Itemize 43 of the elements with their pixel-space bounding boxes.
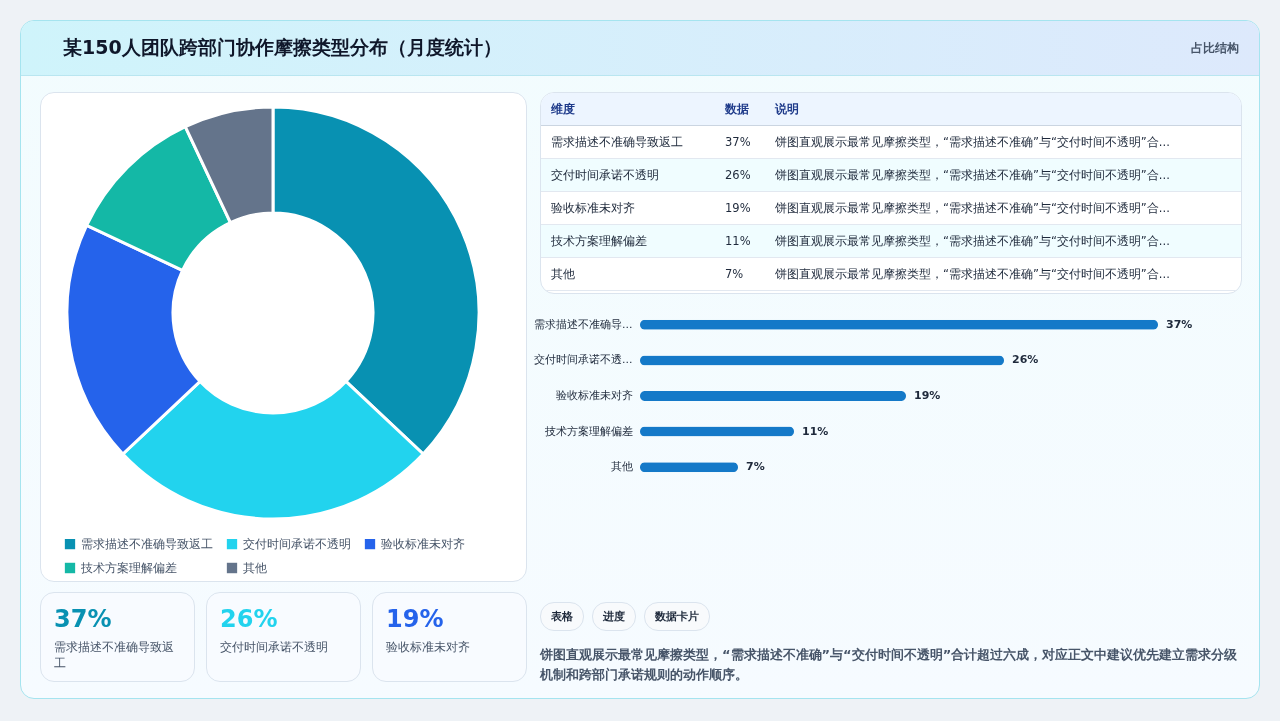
category-label: 数据卡片 [644,602,710,631]
legend-label: 验收标准未对齐 [381,537,465,552]
category-label: 交付时间承诺不透明 [551,167,659,182]
text: 饼图直观展示最常见摩擦类型，“需求描述不准确”与“交付时间不透明”合... [775,167,1170,182]
text: 交付时间承诺不透明 [220,639,329,655]
text: 26% [220,605,278,633]
bar [640,391,906,401]
data-label: 11% [802,424,829,438]
y-tick-label: 验收标准未对齐 [555,389,633,402]
y-tick-label: 需求描述不准确导... [534,317,633,331]
text: 某150人团队跨部门协作摩擦类型分布（月度统计） [63,35,502,60]
legend-label: 交付时间承诺不透明 [243,537,351,552]
text: 占比结构 [1191,40,1239,57]
legend-label: 技术方案理解偏差 [80,561,177,575]
text: 11% [725,234,751,248]
text: 饼图直观展示最常见摩擦类型，“需求描述不准确”与“交付时间不透明”合... [775,266,1170,281]
category-label: 需求描述不准确导致返工 [551,134,683,149]
category-label: 维度 [541,93,715,126]
category-label: 表格 [540,602,584,631]
text: 19% [386,605,444,633]
text: 验收标准未对齐 [386,639,471,655]
data-label: 19% [914,389,941,402]
text: 19% [725,201,751,215]
y-tick-label: 技术方案理解偏差 [543,424,633,438]
text: 饼图直观展示最常见摩擦类型，“需求描述不准确”与“交付时间不透明”合... [775,200,1170,215]
legend-label: 其他 [243,561,267,575]
text: 饼图直观展示最常见摩擦类型，“需求描述不准确”与“交付时间不透明”合计超过六成，对应正文中建议优先建立需求分级机制和跨部门承诺规则的动作顺序。 [540,646,1239,684]
text: 37% [54,605,112,633]
text: 饼图直观展示最常见摩擦类型，“需求描述不准确”与“交付时间不透明”合... [775,134,1170,149]
category-label: 进度 [592,602,636,631]
data-label: 37% [1166,317,1193,331]
text: 饼图直观展示最常见摩擦类型，“需求描述不准确”与“交付时间不透明”合... [775,233,1170,248]
legend-label: 需求描述不准确导致返工 [81,537,213,552]
y-tick-label: 交付时间承诺不透... [534,353,633,367]
text: 37% [725,135,751,149]
data-label: 7% [746,460,765,474]
category-label: 数据 [715,93,765,126]
category-label: 说明 [765,93,1241,126]
text: 7% [725,267,744,281]
text: 26% [725,168,751,182]
y-tick-label: 其他 [610,460,633,474]
text: 需求描述不准确导致返工 [54,639,175,671]
data-label: 26% [1012,353,1039,367]
